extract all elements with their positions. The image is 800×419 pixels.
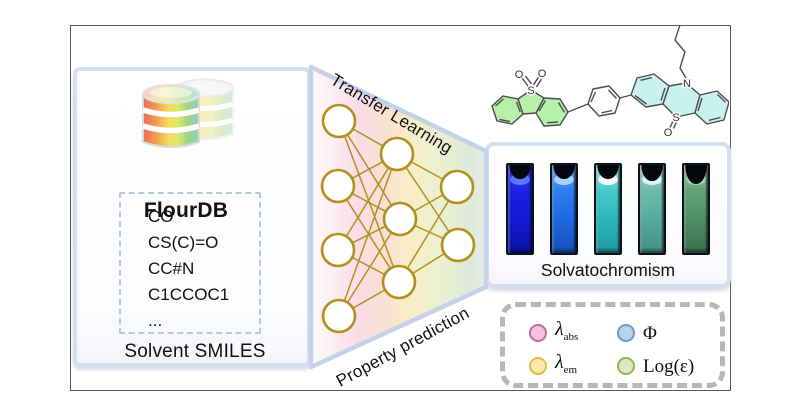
figure-frame: FlourDB CO CS(C)=O CC#N C1CCOC1 ... Solv… [70,25,731,391]
legend-label: λabs [555,317,579,343]
fluorophore-molecule: S O O N S O [491,26,729,141]
smiles-line: ... [148,311,163,330]
atom-oxygen-right: O [664,127,673,139]
cuvette-cap [553,165,575,179]
cuvette-wall [684,165,708,253]
legend-dot-green [617,357,635,375]
cuvette-row [489,146,727,255]
butyl-chain [674,26,687,79]
smiles-line: CS(C)=O [148,233,219,252]
cuvette-cap [509,165,531,179]
legend-item-phi: Φ [617,320,720,346]
cuvette-meniscus-glow [554,174,574,185]
legend-dot-yellow [529,357,547,375]
cuvette-3 [594,163,622,255]
phenothiazine-oxide-unit [630,26,729,129]
legend-label: λem [555,350,578,376]
property-prediction-label: Property prediction [333,303,473,391]
legend-item-log-epsilon: Log(ε) [617,353,720,379]
legend-item-lambda-em: λem [529,350,617,379]
cuvette-wall [508,165,532,253]
phenyl-bridge [567,85,632,117]
cuvette-meniscus-glow [510,174,530,185]
legend-label: Log(ε) [643,355,695,377]
solvatochromism-caption: Solvatochromism [540,260,676,280]
smiles-line: CC#N [148,259,195,278]
transfer-learning-label: Transfer Learning [327,70,456,158]
solvatochromism-panel: Solvatochromism [485,142,731,288]
cuvette-5 [682,163,710,255]
dibenzothiophene-dioxide-unit [491,75,569,127]
smiles-line: C1CCOC1 [148,285,230,304]
database-panel: FlourDB CO CS(C)=O CC#N C1CCOC1 ... Solv… [73,67,311,367]
atom-sulfur-left: S [527,85,534,97]
cuvette-1 [506,163,534,255]
smiles-line: CO [148,207,174,226]
cuvette-2 [550,163,578,255]
cuvette-wall [596,165,620,253]
database-name: FlourDB [143,199,229,222]
cuvette-4 [638,163,666,255]
left-panel-caption: Solvent SMILES [124,341,266,362]
database-front-cylinder [142,84,200,148]
cuvette-cap [685,165,707,184]
legend-label: Φ [643,322,657,344]
cuvette-wall [552,165,576,253]
atom-oxygen-left-1: O [515,69,524,81]
cuvette-cap [641,165,663,181]
legend-item-lambda-abs: λabs [529,317,617,346]
smiles-list-box: CO CS(C)=O CC#N C1CCOC1 ... [119,192,261,334]
atom-nitrogen: N [683,78,691,90]
legend-box: λabs Φ λem Log(ε) [500,302,725,388]
cuvette-meniscus-glow [598,174,618,185]
cuvette-wall [640,165,664,253]
cuvette-cap [597,165,619,179]
database-icon [142,78,234,148]
atom-oxygen-left-2: O [538,68,547,80]
legend-dot-blue [617,324,635,342]
legend-dot-pink [529,324,547,342]
atom-sulfur-right: S [672,112,679,124]
